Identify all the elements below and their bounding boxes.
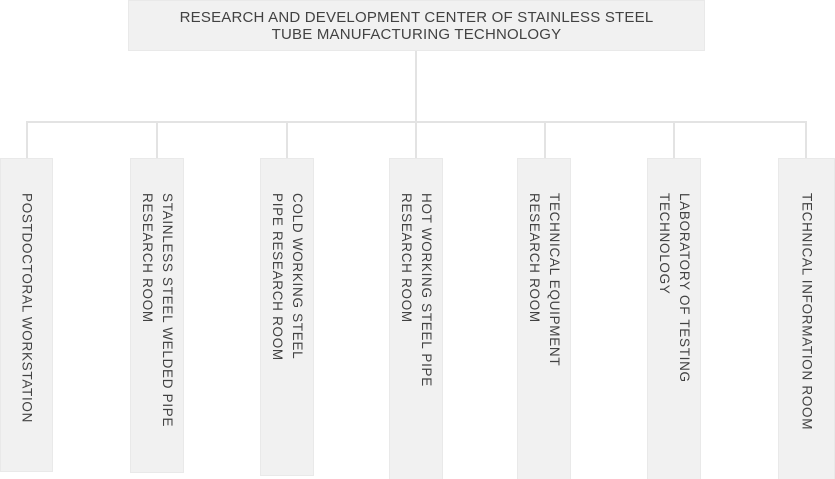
- org-node-label-line: TECHNOLOGY: [657, 193, 672, 295]
- org-node-postdoctoral-workstation: POSTDOCTORAL WORKSTATION: [0, 158, 53, 472]
- org-node-label-line: COLD WORKING STEEL: [290, 193, 305, 360]
- org-node-label: LABORATORY OF TESTING TECHNOLOGY: [654, 193, 694, 383]
- connector-drop-7: [805, 121, 807, 159]
- org-node-root: RESEARCH AND DEVELOPMENT CENTER OF STAIN…: [128, 0, 705, 51]
- org-node-label-line: PIPE RESEARCH ROOM: [270, 193, 285, 361]
- org-node-label-line: RESEARCH ROOM: [527, 193, 542, 323]
- org-node-technical-equipment-research-room: TECHNICAL EQUIPMENT RESEARCH ROOM: [517, 158, 571, 479]
- org-node-label: TECHNICAL EQUIPMENT RESEARCH ROOM: [524, 193, 564, 366]
- org-node-label-line: HOT WORKING STEEL PIPE: [419, 193, 434, 387]
- connector-drop-4: [415, 121, 417, 159]
- org-node-label-line: STAINLESS STEEL WELDED PIPE: [160, 193, 175, 428]
- org-node-label: HOT WORKING STEEL PIPE RESEARCH ROOM: [396, 193, 436, 387]
- org-node-label-line: TECHNICAL INFORMATION ROOM: [799, 193, 815, 431]
- org-node-label: STAINLESS STEEL WELDED PIPE RESEARCH ROO…: [137, 193, 177, 427]
- connector-drop-6: [673, 121, 675, 159]
- org-node-label-line: LABORATORY OF TESTING: [677, 193, 692, 383]
- org-node-stainless-steel-welded-pipe-research-room: STAINLESS STEEL WELDED PIPE RESEARCH ROO…: [130, 158, 184, 473]
- org-node-label-line: POSTDOCTORAL WORKSTATION: [19, 193, 35, 424]
- org-node-label: TECHNICAL INFORMATION ROOM: [797, 193, 817, 430]
- connector-trunk: [415, 51, 417, 123]
- org-node-label-line: TECHNICAL EQUIPMENT: [547, 193, 562, 367]
- org-node-hot-working-steel-pipe-research-room: HOT WORKING STEEL PIPE RESEARCH ROOM: [389, 158, 443, 479]
- org-node-label-line: RESEARCH ROOM: [399, 193, 414, 323]
- org-node-label: COLD WORKING STEEL PIPE RESEARCH ROOM: [267, 193, 307, 361]
- connector-drop-5: [544, 121, 546, 159]
- org-node-technical-information-room: TECHNICAL INFORMATION ROOM: [778, 158, 835, 479]
- connector-drop-1: [26, 121, 28, 159]
- connector-drop-3: [286, 121, 288, 159]
- org-node-cold-working-steel-pipe-research-room: COLD WORKING STEEL PIPE RESEARCH ROOM: [260, 158, 314, 476]
- org-node-laboratory-of-testing-technology: LABORATORY OF TESTING TECHNOLOGY: [647, 158, 701, 479]
- org-node-label: POSTDOCTORAL WORKSTATION: [17, 193, 37, 423]
- root-title-line-1: RESEARCH AND DEVELOPMENT CENTER OF STAIN…: [179, 8, 654, 26]
- connector-drop-2: [156, 121, 158, 159]
- org-node-label-line: RESEARCH ROOM: [140, 193, 155, 323]
- root-title-line-2: TUBE MANUFACTURING TECHNOLOGY: [271, 25, 562, 43]
